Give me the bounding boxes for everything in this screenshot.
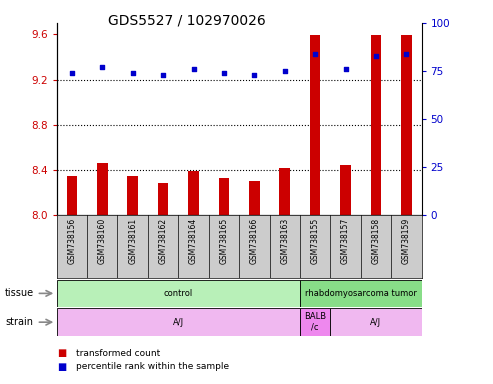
Bar (401, 35, 412, 215)
Bar (97, 163, 107, 215)
Text: GSM738158: GSM738158 (371, 218, 381, 264)
Text: strain: strain (5, 317, 33, 327)
Text: transformed count: transformed count (76, 349, 161, 358)
Text: tissue: tissue (5, 288, 34, 298)
Point (281, 68, 288, 74)
Bar (280, 167, 290, 215)
Bar (330, 308, 422, 336)
Bar (158, 184, 169, 215)
Text: control: control (164, 289, 193, 298)
Text: percentile rank within the sample: percentile rank within the sample (76, 362, 230, 371)
Text: A/J: A/J (173, 318, 184, 327)
Text: GSM738166: GSM738166 (250, 218, 259, 265)
Bar (340, 166, 351, 215)
Text: GSM738159: GSM738159 (402, 218, 411, 265)
Text: GSM738162: GSM738162 (159, 218, 168, 264)
Point (98, 64, 106, 70)
Point (68, 70, 76, 76)
Text: rhabdomyosarcoma tumor: rhabdomyosarcoma tumor (305, 289, 417, 298)
Text: ■: ■ (57, 362, 66, 372)
Point (220, 70, 228, 76)
Bar (218, 178, 229, 215)
Point (189, 66, 197, 72)
Text: GSM738164: GSM738164 (189, 218, 198, 265)
Text: BALB
/c: BALB /c (304, 313, 326, 332)
Bar (57, 308, 300, 336)
Bar (57, 280, 300, 307)
Text: GSM738163: GSM738163 (280, 218, 289, 265)
Bar (249, 181, 260, 215)
Text: GSM738156: GSM738156 (68, 218, 76, 265)
Bar (188, 171, 199, 215)
Text: ■: ■ (57, 348, 66, 358)
Point (159, 72, 167, 78)
Bar (310, 35, 320, 215)
Point (129, 70, 137, 76)
Bar (67, 175, 77, 215)
Text: GSM738155: GSM738155 (311, 218, 319, 265)
Bar (127, 175, 138, 215)
Text: GSM738161: GSM738161 (128, 218, 137, 264)
Point (311, 51, 319, 57)
Bar (300, 280, 422, 307)
Point (372, 53, 380, 59)
Point (250, 72, 258, 78)
Text: A/J: A/J (370, 318, 382, 327)
Bar (300, 308, 330, 336)
Text: GSM738160: GSM738160 (98, 218, 107, 265)
Bar (371, 35, 381, 215)
Point (402, 51, 410, 57)
Text: GDS5527 / 102970026: GDS5527 / 102970026 (108, 13, 266, 27)
Text: GSM738165: GSM738165 (219, 218, 228, 265)
Text: GSM738157: GSM738157 (341, 218, 350, 265)
Point (342, 66, 350, 72)
